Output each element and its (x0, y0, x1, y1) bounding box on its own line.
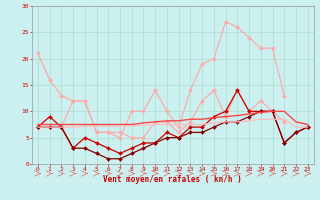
X-axis label: Vent moyen/en rafales ( kn/h ): Vent moyen/en rafales ( kn/h ) (103, 175, 242, 184)
